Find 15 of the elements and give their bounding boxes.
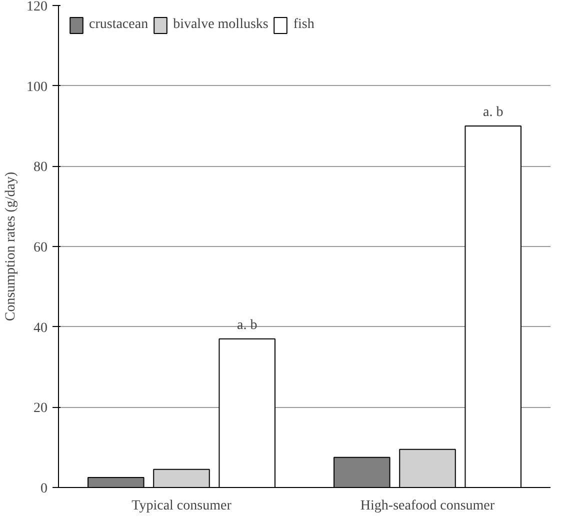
legend-label: crustacean [89, 17, 148, 33]
legend-label: bivalve mollusks [173, 17, 268, 33]
annotation: a. b [482, 105, 504, 120]
annotation: a. b [236, 318, 258, 333]
y-tick-label: 120 [26, 0, 48, 14]
x-tick-label: Typical consumer [132, 498, 232, 514]
y-tick-label: 100 [26, 80, 48, 95]
y-tick-label: 60 [34, 240, 48, 256]
y-tick-label: 80 [34, 160, 48, 176]
y-tick-label: 40 [34, 320, 48, 336]
legend-label: fish [293, 17, 314, 33]
y-tick-label: 0 [40, 482, 48, 496]
y-axis-title: Consumption rates (g/day) [4, 172, 18, 322]
x-tick-label: High-seafood consumer [360, 498, 495, 514]
y-tick-label: 20 [34, 401, 48, 416]
